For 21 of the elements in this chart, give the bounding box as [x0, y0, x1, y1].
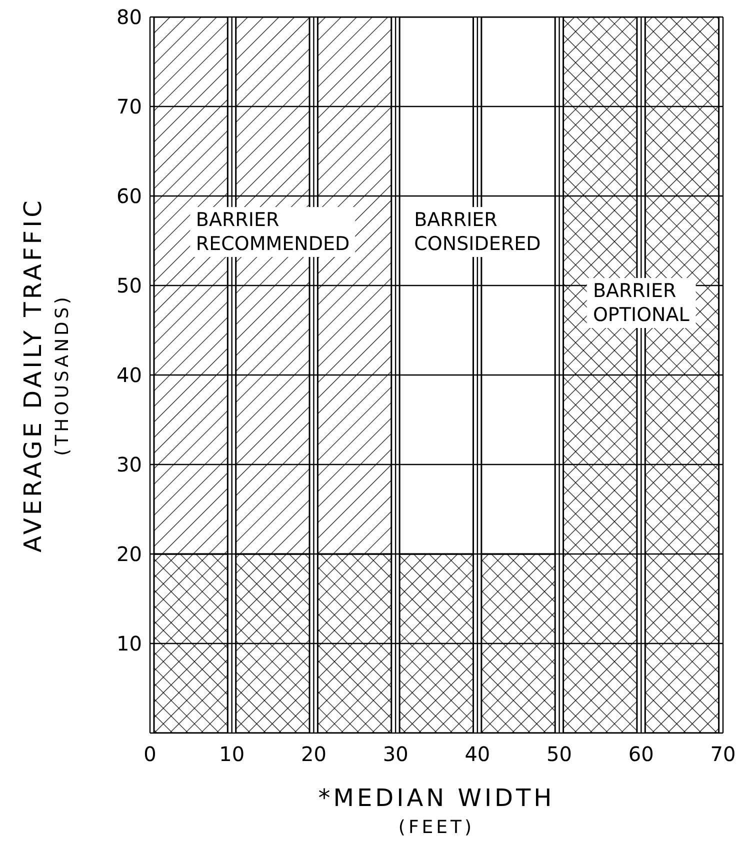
y-tick-label: 60	[116, 184, 142, 208]
x-tick-label: 0	[144, 742, 156, 766]
y-tick-label: 70	[116, 94, 142, 119]
x-tick-label: 60	[628, 742, 654, 766]
y-tick-label: 50	[116, 274, 142, 298]
y-tick-label: 80	[116, 5, 142, 30]
x-tick-label: 10	[219, 742, 245, 766]
x-tick-label: 20	[300, 742, 326, 766]
x-axis-title: *MEDIAN WIDTH (FEET)	[317, 783, 556, 840]
y-tick-label: 40	[116, 363, 142, 388]
x-tick-label: 70	[710, 742, 736, 766]
series-label: BARRIER OPTIONAL	[592, 279, 690, 328]
x-tick-label: 40	[464, 742, 490, 766]
series-label: BARRIER RECOMMENDED	[196, 208, 350, 256]
y-tick-label: 10	[116, 632, 142, 656]
y-tick-label: 20	[116, 542, 142, 566]
series-label: BARRIER CONSIDERED	[414, 208, 541, 256]
y-tick-label: 30	[116, 452, 142, 477]
y-axis-title: AVERAGE DAILY TRAFFIC (THOUSANDS)	[18, 198, 74, 552]
x-tick-label: 30	[382, 742, 408, 766]
x-tick-label: 50	[546, 742, 572, 766]
